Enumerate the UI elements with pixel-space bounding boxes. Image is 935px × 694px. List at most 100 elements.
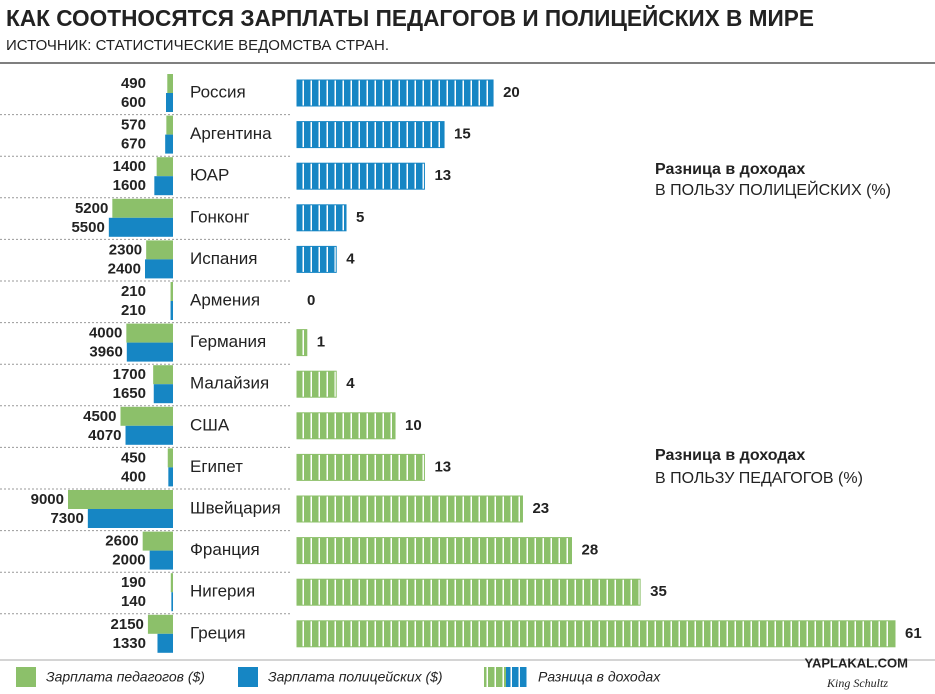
legend-swatch [506,667,528,687]
category-label: Нигерия [190,582,255,601]
value-label: 61 [905,625,922,642]
value-label: 1 [317,334,325,351]
value-label: 2300 [109,241,142,258]
value-label: 0 [307,292,315,309]
difference-bar [296,453,425,481]
salary-bar [170,573,173,593]
value-label: 1650 [113,385,146,402]
value-label: 490 [121,75,146,92]
salary-bar [149,550,173,570]
value-label: 5500 [71,219,104,236]
value-label: 4070 [88,427,121,444]
legend-label: Зарплата полицейских ($) [268,669,443,685]
value-label: 2150 [111,616,144,633]
value-label: 15 [454,126,471,143]
salary-bar [156,157,173,177]
salary-bar [168,467,173,487]
value-label: 400 [121,468,146,485]
category-label: Греция [190,623,246,642]
value-label: 210 [121,302,146,319]
difference-bar [296,162,425,190]
salary-bar [167,448,173,468]
salary-bar [166,93,173,112]
value-label: 13 [434,167,451,184]
annotation: Разница в доходах [655,447,805,464]
salary-bar [120,406,173,426]
legend-label: Разница в доходах [538,669,661,685]
category-label: Россия [190,82,246,101]
salary-bar [126,323,173,343]
difference-bar [296,79,494,107]
salary-bar [108,217,173,237]
chart-title: КАК СООТНОСЯТСЯ ЗАРПЛАТЫ ПЕДАГОГОВ И ПОЛ… [6,4,814,31]
difference-bar [296,537,572,565]
legend-swatch [484,667,506,687]
category-label: Египет [190,457,243,476]
value-label: 5 [356,209,364,226]
value-label: 2600 [105,533,138,550]
watermark: YAPLAKAL.COM [804,655,908,670]
legend-swatch [238,667,258,687]
value-label: 9000 [31,491,64,508]
value-label: 4000 [89,325,122,342]
salary-bar [170,282,173,301]
salary-bar [147,614,173,634]
value-label: 20 [503,84,520,101]
value-label: 7300 [50,510,83,527]
salary-bar [157,633,173,653]
value-label: 1330 [113,635,146,652]
difference-bar [296,370,337,398]
legend-label: Зарплата педагогов ($) [46,669,205,685]
salary-bar [87,509,173,528]
watermark: King Schultz [826,676,888,690]
value-label: 4 [346,375,355,392]
difference-bar [296,412,396,440]
value-label: 1600 [113,177,146,194]
salary-bar [145,259,173,279]
category-label: Армения [190,290,260,309]
salary-bar [170,301,173,320]
salary-bar [165,134,173,154]
value-label: 2000 [112,552,145,569]
salary-bar [166,115,173,135]
difference-bar [296,121,445,149]
value-label: 5200 [75,200,108,217]
value-label: 35 [650,583,667,600]
salary-bar [153,384,173,404]
value-label: 140 [121,593,146,610]
difference-bar [296,245,337,273]
value-label: 600 [121,94,146,111]
value-label: 570 [121,117,146,134]
difference-bar [296,495,523,523]
value-label: 23 [532,500,549,517]
annotation: В ПОЛЬЗУ ПЕДАГОГОВ (%) [655,470,863,487]
value-label: 2400 [108,260,141,277]
value-label: 13 [434,458,451,475]
value-label: 450 [121,449,146,466]
salary-bar [68,490,173,509]
salary-bar [146,240,173,260]
value-label: 190 [121,574,146,591]
salary-bar [171,592,173,612]
salary-bar [142,531,173,551]
value-label: 210 [121,283,146,300]
category-label: Франция [190,540,260,559]
difference-bar [296,204,347,232]
difference-bar [296,620,896,648]
category-label: Гонконг [190,207,250,226]
annotation: Разница в доходах [655,161,805,178]
difference-bar [296,329,308,357]
category-label: Швейцария [190,498,281,517]
annotation: В ПОЛЬЗУ ПОЛИЦЕЙСКИХ (%) [655,180,891,199]
category-label: Германия [190,332,266,351]
category-label: Аргентина [190,124,272,143]
chart-subtitle: ИСТОЧНИК: СТАТИСТИЧЕСКИЕ ВЕДОМСТВА СТРАН… [6,37,389,54]
value-label: 1700 [113,366,146,383]
difference-bar [296,578,641,606]
salary-bar [167,74,173,93]
category-label: Малайзия [190,374,269,393]
value-label: 670 [121,136,146,153]
category-label: США [190,415,230,434]
salary-bar [112,198,173,218]
